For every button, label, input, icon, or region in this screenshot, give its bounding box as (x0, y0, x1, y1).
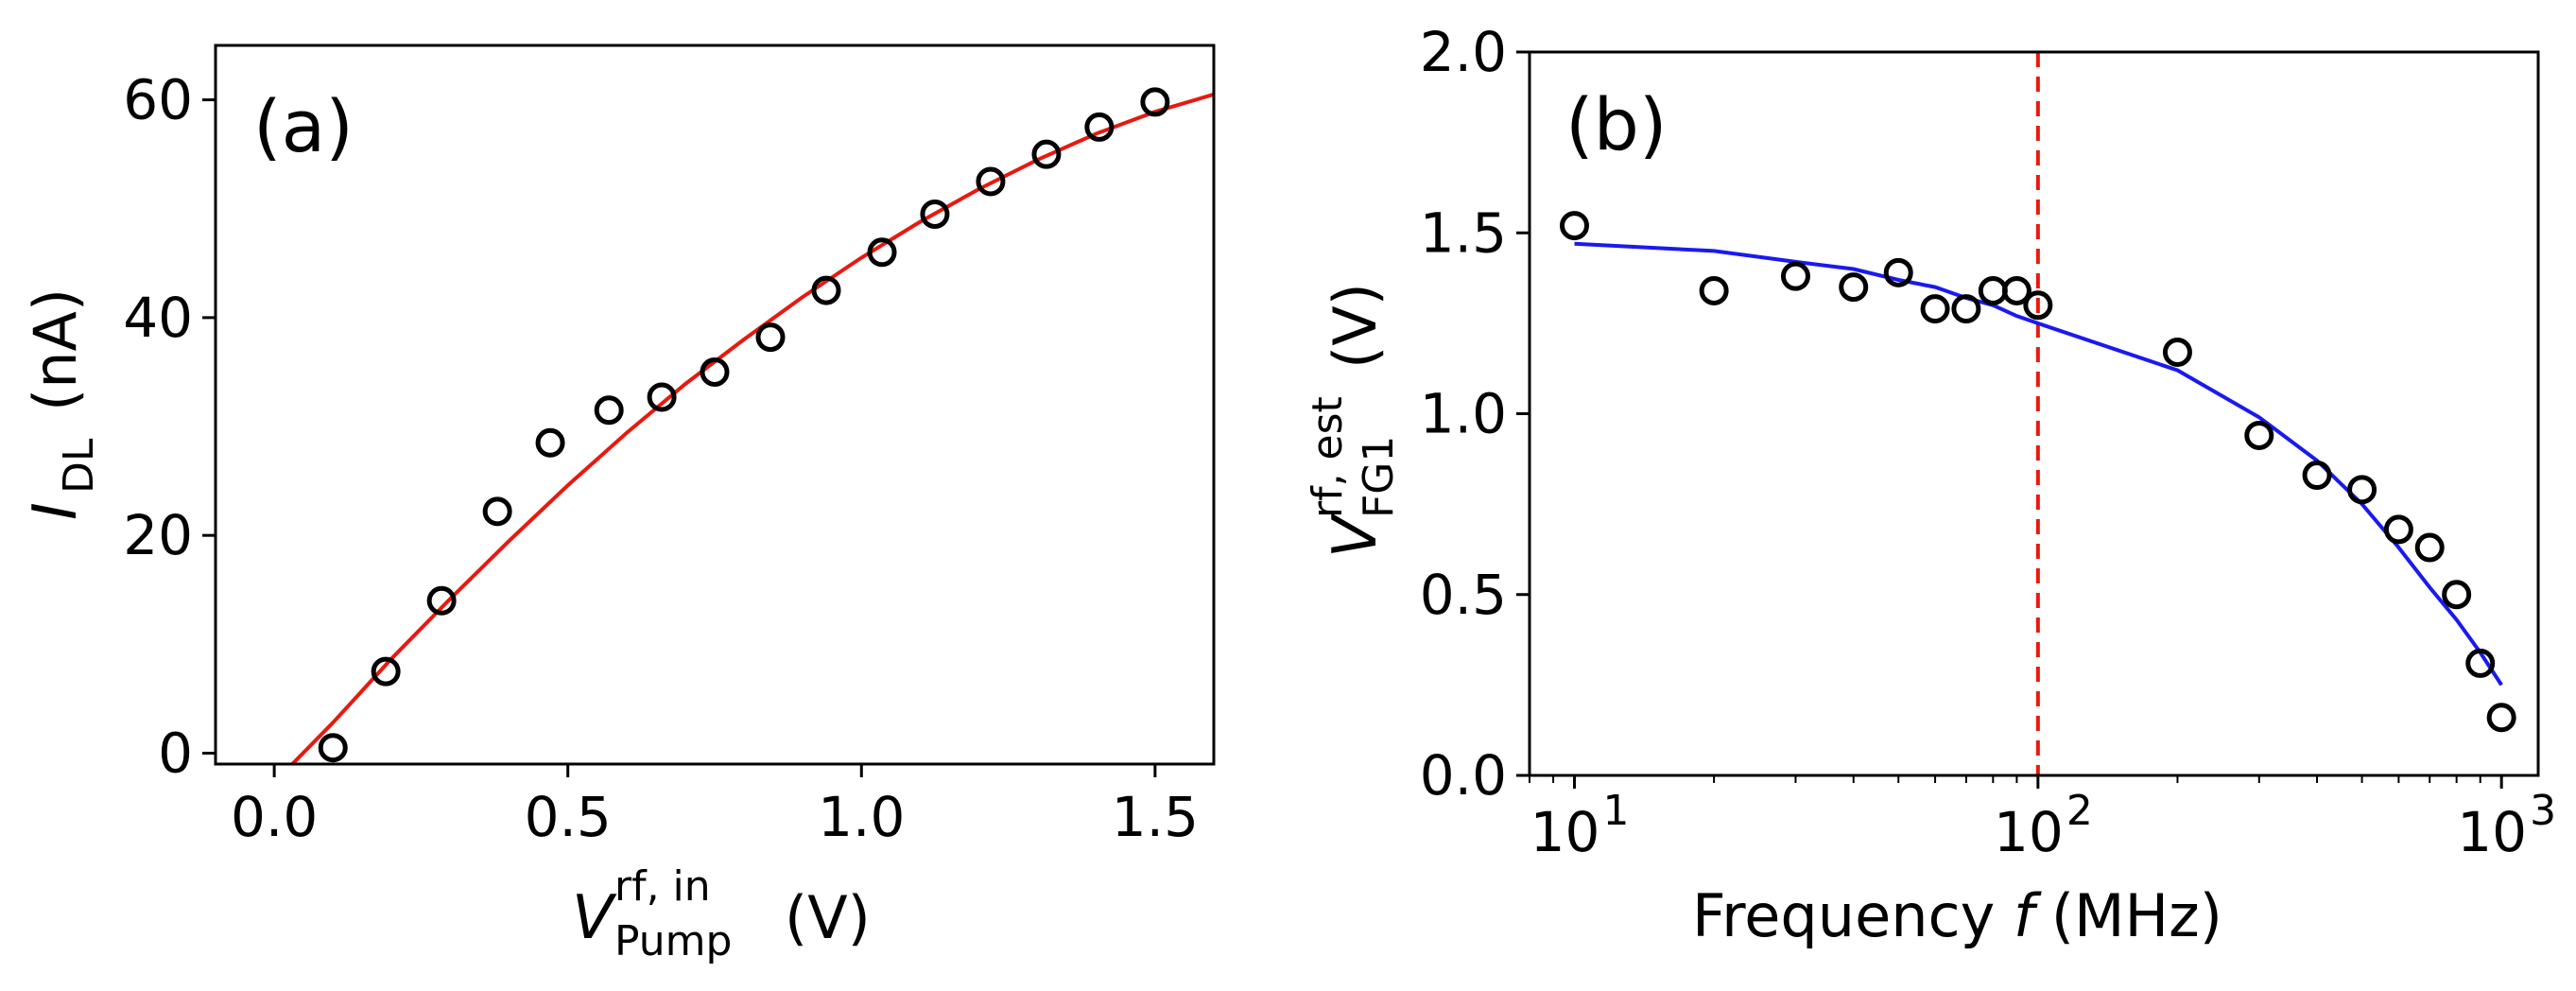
data-point-a (594, 395, 624, 426)
y-tick-label-b: 1.0 (1420, 382, 1507, 446)
data-point-b (2465, 648, 2496, 678)
x-axis-label-b: Frequency f (MHz) (1692, 881, 2222, 950)
x-tick-label-b: 10 (2457, 800, 2527, 864)
data-point-a (700, 356, 730, 387)
y-label-a-main: I (21, 502, 91, 520)
data-point-b (2001, 275, 2031, 305)
data-point-a (535, 427, 565, 458)
x-tick-label-b: 10 (1530, 800, 1600, 864)
fit-curve-b (1574, 241, 2503, 687)
y-tick-label-a: 0 (158, 721, 193, 785)
data-point-a (1140, 87, 1170, 117)
data-point-b (2383, 514, 2413, 545)
panel-a: 0.0 0.5 1.0 1.5 0 20 40 60 (a) V rf, in Pump (V… (21, 43, 1216, 965)
data-point-a (755, 322, 786, 353)
y-label-b-unit: (V) (1321, 283, 1390, 369)
x-tick-exp-b: 3 (2530, 787, 2556, 835)
data-point-b (1978, 275, 2008, 305)
panel-label-b: (b) (1565, 82, 1668, 166)
y-tick-label-a: 60 (123, 68, 193, 132)
svg-text:I: I (21, 502, 91, 520)
x-tick-label-a: 0.5 (525, 785, 612, 849)
data-point-b (2023, 290, 2053, 321)
y-label-b-sup: rf, est (1304, 396, 1352, 518)
data-point-b (1699, 275, 1729, 305)
y-tick-label-b: 2.0 (1420, 20, 1507, 84)
x-label-a-main: V (572, 883, 617, 953)
y-tick-label-b: 0.0 (1420, 743, 1507, 808)
y-tick-label-b: 1.5 (1420, 200, 1507, 265)
data-point-a (482, 496, 512, 527)
data-point-b (2302, 461, 2332, 491)
data-point-b (1951, 294, 1981, 324)
x-label-a-unit: (V) (785, 883, 871, 952)
x-tick-label-b: 10 (1994, 800, 2064, 864)
data-point-b (2244, 420, 2274, 450)
data-point-a (1031, 139, 1062, 169)
data-point-b (2162, 337, 2192, 367)
data-point-b (1780, 261, 1810, 291)
x-label-b-italic: f (2014, 881, 2042, 950)
data-point-b (2486, 703, 2516, 733)
fit-curve-a (289, 92, 1214, 764)
x-tick-exp-b: 2 (2066, 787, 2093, 835)
x-tick-exp-b: 1 (1603, 787, 1630, 835)
data-point-a (426, 585, 457, 616)
x-tick-label-a: 1.5 (1112, 785, 1199, 849)
y-label-b-main: V (1321, 513, 1391, 558)
data-point-a (811, 275, 841, 305)
data-point-a (318, 733, 348, 763)
y-label-a-sub: DL (55, 438, 103, 494)
y-axis-label-b: V rf, est FG1 (V) (1304, 283, 1403, 558)
data-point-a (920, 199, 950, 229)
plot-frame-b (1528, 50, 2540, 777)
data-point-b (1920, 294, 1950, 324)
data-point-b (2442, 580, 2472, 610)
data-point-a (976, 166, 1006, 197)
data-point-a (371, 656, 401, 687)
data-point-b (2414, 532, 2445, 563)
data-point-b (1883, 257, 1913, 287)
x-label-a-sub: Pump (614, 917, 732, 965)
y-tick-label-b: 0.5 (1420, 563, 1507, 627)
x-tick-label-a: 1.0 (818, 785, 905, 849)
data-point-b (1839, 272, 1869, 303)
y-axis-label-a: I DL (nA) (21, 288, 103, 520)
x-label-a-sup: rf, in (614, 862, 711, 911)
data-point-b (2347, 475, 2377, 505)
data-point-b (1560, 211, 1590, 241)
panel-label-a: (a) (253, 84, 354, 168)
data-point-a (1084, 112, 1115, 142)
y-label-a-unit: (nA) (21, 288, 90, 411)
x-tick-label-a: 0.0 (231, 785, 318, 849)
x-axis-label-a: V (572, 883, 617, 953)
y-tick-label-a: 40 (123, 286, 193, 350)
svg-text:V: V (1321, 513, 1391, 558)
plot-frame-a (214, 43, 1216, 766)
x-label-b-main: Frequency (1692, 881, 2014, 950)
panel-b: 10 1 10 2 10 30.00.51.01.52.0 (b) Frequency f… (1304, 20, 2556, 950)
y-tick-label-a: 20 (123, 503, 193, 567)
data-point-a (647, 382, 677, 412)
data-point-a (867, 237, 897, 268)
y-label-b-sub: FG1 (1355, 436, 1403, 518)
x-label-b-unit: (MHz) (2051, 881, 2222, 950)
